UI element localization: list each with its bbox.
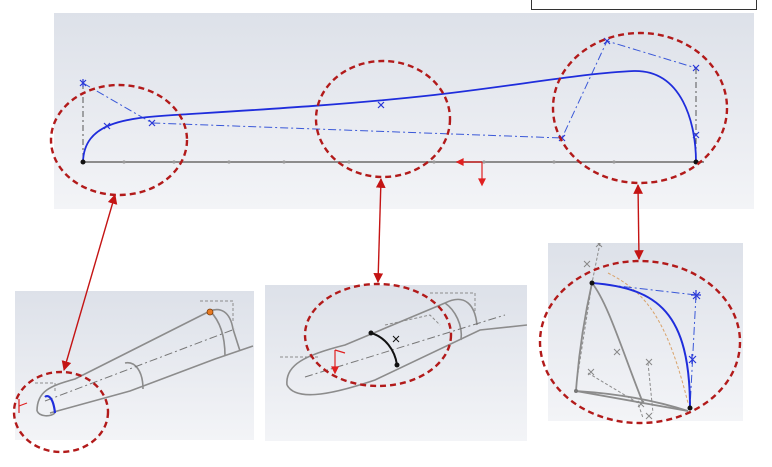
section-end-point xyxy=(394,362,400,368)
nose-detail-panel xyxy=(15,291,254,440)
main-profile-sketch-panel xyxy=(54,13,754,209)
panel-background xyxy=(548,243,743,421)
tail-detail-panel xyxy=(548,243,743,421)
main-profile-sketch xyxy=(54,13,754,209)
panel-background xyxy=(54,13,754,209)
mid-section-detail-panel xyxy=(265,285,527,441)
tail-start-point xyxy=(589,280,595,286)
mid-section-sketch xyxy=(265,285,527,441)
start-point xyxy=(80,159,86,165)
corner-point xyxy=(574,389,578,393)
tail-detail-sketch xyxy=(548,243,743,421)
tail-end-point xyxy=(687,405,693,411)
selected-point xyxy=(206,308,214,316)
end-point xyxy=(693,159,699,165)
empty-label-box xyxy=(531,0,757,10)
nose-detail-sketch xyxy=(15,291,254,440)
section-start-point xyxy=(368,330,374,336)
origin-triad xyxy=(455,158,486,187)
